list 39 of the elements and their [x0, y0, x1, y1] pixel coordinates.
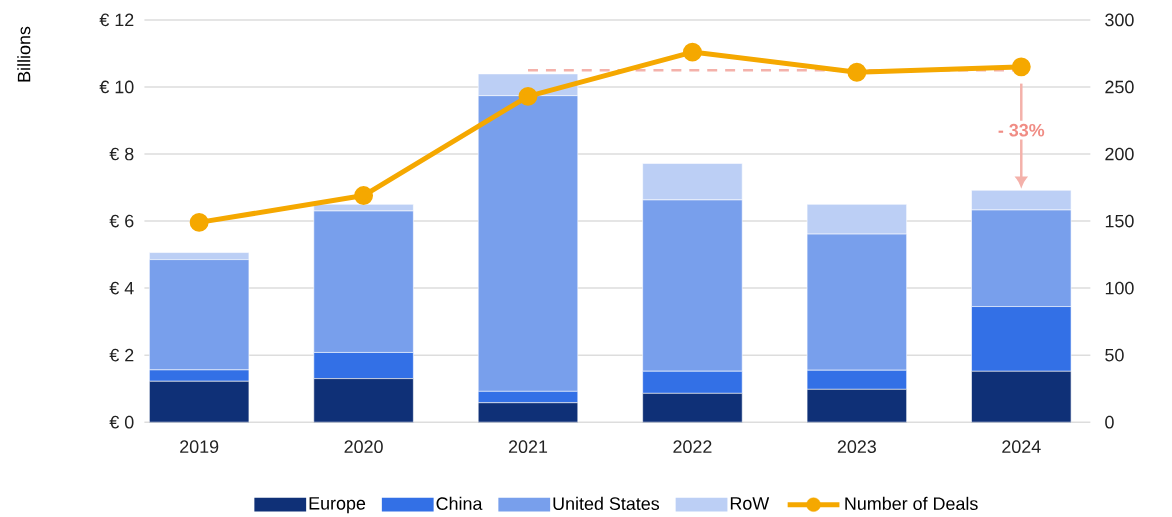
- x-tick-label: 2022: [673, 440, 712, 454]
- x-tick-label: 2024: [1002, 440, 1041, 454]
- bar: [149, 381, 249, 423]
- bar: [971, 371, 1072, 423]
- legend-label: RoW: [730, 497, 770, 510]
- point: [1011, 57, 1031, 77]
- y-tick-label: € 6: [109, 214, 134, 228]
- y2-tick-label: 200: [1105, 147, 1134, 161]
- y2-tick-label: 150: [1105, 214, 1134, 228]
- y-tick-label: € 4: [109, 281, 134, 295]
- legend-label: Number of Deals: [845, 496, 978, 511]
- legend-label: Europe: [309, 497, 366, 514]
- x-tick-label: 2019: [180, 440, 219, 454]
- bar: [313, 378, 414, 423]
- y-tick-label: € 12: [99, 13, 134, 27]
- y2-tick-label: 0: [1105, 415, 1114, 429]
- y-tick-label: € 10: [99, 80, 134, 94]
- legend-label: China: [436, 496, 483, 511]
- x-tick-label: 2023: [837, 440, 876, 454]
- point: [847, 62, 867, 82]
- y-axis-title: Billions: [17, 26, 31, 82]
- x-tick-label: 2020: [344, 440, 383, 454]
- bar: [642, 393, 743, 423]
- bar: [477, 402, 579, 423]
- y-tick-label: € 8: [109, 147, 134, 161]
- y2-tick-label: 100: [1105, 281, 1134, 295]
- y2-tick-label: 50: [1105, 348, 1124, 362]
- point: [354, 186, 374, 206]
- y-tick-label: € 2: [109, 348, 134, 362]
- y-tick-label: € 0: [109, 415, 134, 429]
- x-tick-label: 2021: [508, 440, 548, 454]
- point: [189, 213, 209, 232]
- point: [518, 86, 538, 106]
- y2-tick-label: 250: [1105, 80, 1134, 94]
- point: [682, 42, 702, 62]
- legend-label: United States: [553, 496, 660, 511]
- y2-tick-label: 300: [1105, 13, 1134, 27]
- annotation: - 33%: [998, 123, 1045, 137]
- bar: [806, 389, 907, 423]
